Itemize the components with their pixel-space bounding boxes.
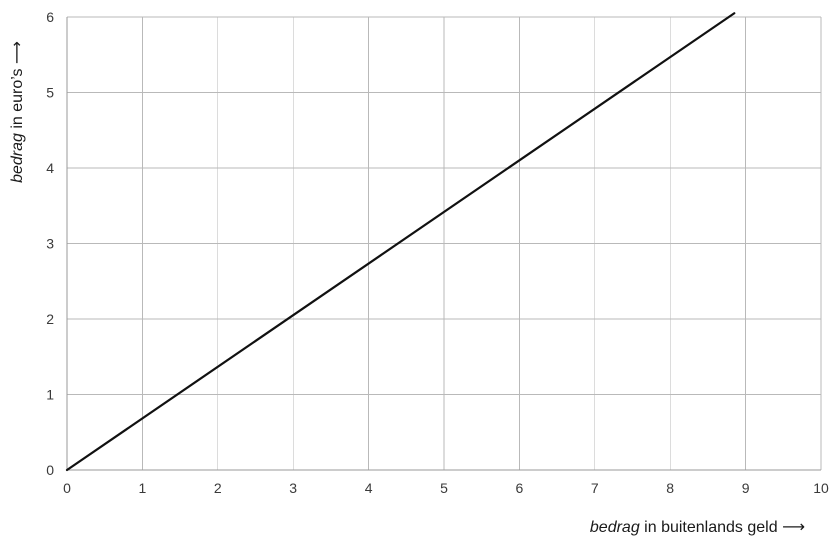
x-tick-label: 3 [289,480,297,496]
x-tick-labels: 0 1 2 3 4 5 6 7 8 9 10 [63,480,829,496]
series-line [65,12,736,472]
x-tick-label: 2 [214,480,222,496]
x-axis-arrow: ⟶ [782,519,805,536]
x-tick-label: 8 [666,480,674,496]
y-tick-label: 3 [46,236,54,252]
y-tick-label: 5 [46,85,54,101]
chart-grid [67,16,822,470]
y-axis-label: bedrag in euro’s ⟶ [9,41,26,183]
y-tick-label: 6 [46,9,54,25]
chart-series [65,12,736,472]
x-tick-label: 1 [139,480,147,496]
x-axis-label-emphasis: bedrag [590,519,640,536]
y-tick-label: 1 [46,387,54,403]
x-tick-label: 6 [516,480,524,496]
y-axis-label-text: in euro’s [9,64,26,133]
x-tick-label: 0 [63,480,71,496]
x-tick-label: 7 [591,480,599,496]
x-axis-label-text: in buitenlands geld [640,519,782,536]
y-tick-labels: 0 1 2 3 4 5 6 [46,9,54,478]
y-axis-arrow: ⟶ [9,41,26,64]
x-tick-label: 5 [440,480,448,496]
x-tick-label: 4 [365,480,373,496]
y-axis-label-emphasis: bedrag [9,133,26,183]
x-tick-label: 9 [742,480,750,496]
y-tick-label: 2 [46,311,54,327]
x-tick-label: 10 [813,480,829,496]
x-axis-label: bedrag in buitenlands geld ⟶ [590,519,805,536]
y-tick-label: 4 [46,160,54,176]
chart-axes [66,17,821,471]
y-tick-label: 0 [46,462,54,478]
